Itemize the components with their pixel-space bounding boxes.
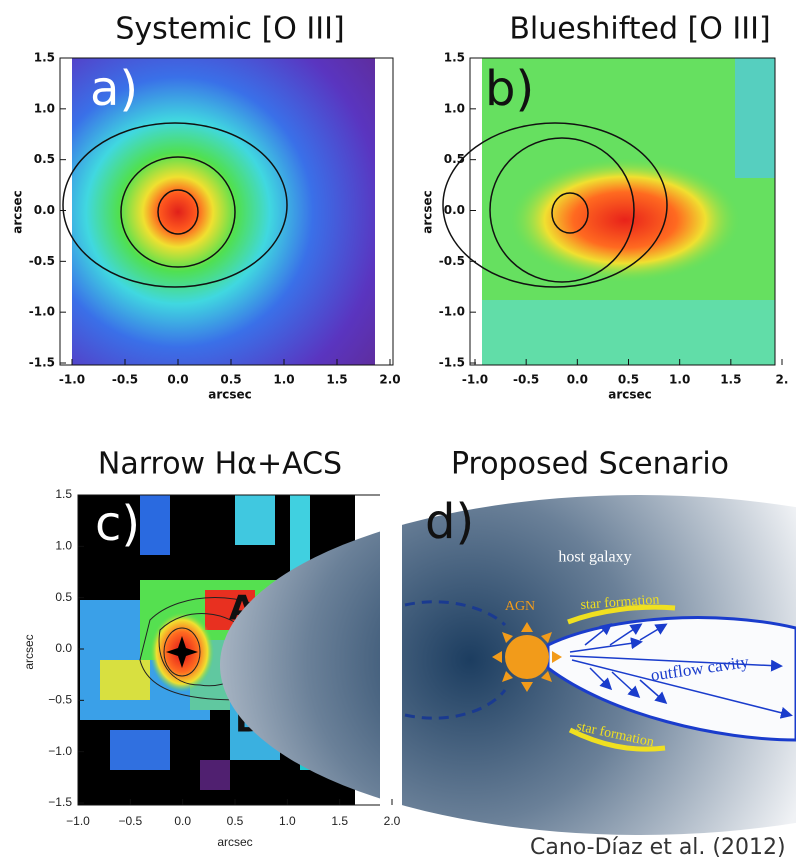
annotation: AGN bbox=[505, 599, 535, 614]
y-tick-label: −1.0 bbox=[48, 744, 72, 758]
x-tick-label: 0.5 bbox=[227, 814, 244, 828]
y-tick-label: −0.5 bbox=[48, 693, 72, 707]
x-tick-label: −0.5 bbox=[118, 814, 142, 828]
x-tick-label: 0.0 bbox=[567, 373, 588, 387]
x-axis-label: arcsec bbox=[608, 388, 652, 402]
x-tick-label: 2. bbox=[776, 373, 789, 387]
x-tick-label: 2.0 bbox=[379, 373, 400, 387]
y-axis-label: arcsec bbox=[421, 190, 435, 234]
panel-label: b) bbox=[485, 61, 534, 117]
y-tick-label: 1.5 bbox=[34, 51, 55, 65]
x-tick-label: 0.0 bbox=[174, 814, 191, 828]
panel-label: a) bbox=[90, 61, 138, 117]
y-tick-label: 1.0 bbox=[55, 539, 72, 553]
x-tick-label: 1.0 bbox=[669, 373, 690, 387]
panel-gap bbox=[380, 490, 402, 850]
x-tick-label: -0.5 bbox=[112, 373, 138, 387]
y-tick-label: -1.0 bbox=[29, 305, 55, 319]
x-tick-label: 1.0 bbox=[279, 814, 296, 828]
y-tick-label: 1.0 bbox=[444, 101, 465, 115]
y-tick-label: -0.5 bbox=[439, 254, 465, 268]
x-tick-label: -1.0 bbox=[462, 373, 488, 387]
x-tick-label: 1.5 bbox=[331, 814, 348, 828]
x-tick-label: 1.5 bbox=[720, 373, 741, 387]
panel-title: Systemic [O III] bbox=[115, 12, 344, 47]
x-tick-label: 0.5 bbox=[618, 373, 639, 387]
x-tick-label: -1.0 bbox=[59, 373, 85, 387]
y-tick-label: 0.5 bbox=[55, 590, 72, 604]
x-tick-label: 0.0 bbox=[167, 373, 188, 387]
x-tick-label: -0.5 bbox=[513, 373, 539, 387]
y-axis-label: arcsec bbox=[11, 190, 25, 234]
y-tick-label: -1.5 bbox=[29, 356, 55, 370]
x-tick-label: −1.0 bbox=[66, 814, 90, 828]
panel-title: Blueshifted [O III] bbox=[509, 12, 770, 47]
y-axis-label: arcsec bbox=[22, 634, 36, 669]
annotation: host galaxy bbox=[558, 549, 631, 566]
y-tick-label: 0.0 bbox=[34, 203, 55, 217]
x-axis-label: arcsec bbox=[217, 835, 252, 849]
y-tick-label: 1.0 bbox=[34, 101, 55, 115]
y-tick-label: 0.5 bbox=[444, 152, 465, 166]
y-tick-label: -1.5 bbox=[439, 356, 465, 370]
figure: Systemic [O III] a) arcsec arcsec Bluesh… bbox=[0, 0, 796, 860]
x-tick-label: 1.0 bbox=[273, 373, 294, 387]
x-tick-label: 2.0 bbox=[384, 814, 401, 828]
y-tick-label: 0.0 bbox=[55, 641, 72, 655]
panel-label: c) bbox=[95, 496, 140, 552]
heatmap-edge bbox=[735, 58, 775, 178]
panel-title: Narrow Hα+ACS bbox=[98, 447, 342, 482]
heatmap-edge bbox=[482, 300, 775, 365]
citation: Cano-Díaz et al. (2012) bbox=[530, 835, 786, 860]
x-tick-label: 0.5 bbox=[220, 373, 241, 387]
y-tick-label: -0.5 bbox=[29, 254, 55, 268]
x-axis-label: arcsec bbox=[208, 388, 252, 402]
y-tick-label: 1.5 bbox=[444, 51, 465, 65]
y-tick-label: −1.5 bbox=[48, 795, 72, 809]
y-tick-label: 0.0 bbox=[444, 203, 465, 217]
x-tick-label: 1.5 bbox=[326, 373, 347, 387]
y-tick-label: -1.0 bbox=[439, 305, 465, 319]
y-tick-label: 0.5 bbox=[34, 152, 55, 166]
panel-title: Proposed Scenario bbox=[451, 447, 729, 482]
y-tick-label: 1.5 bbox=[55, 487, 72, 501]
panel-label: d) bbox=[425, 494, 474, 550]
